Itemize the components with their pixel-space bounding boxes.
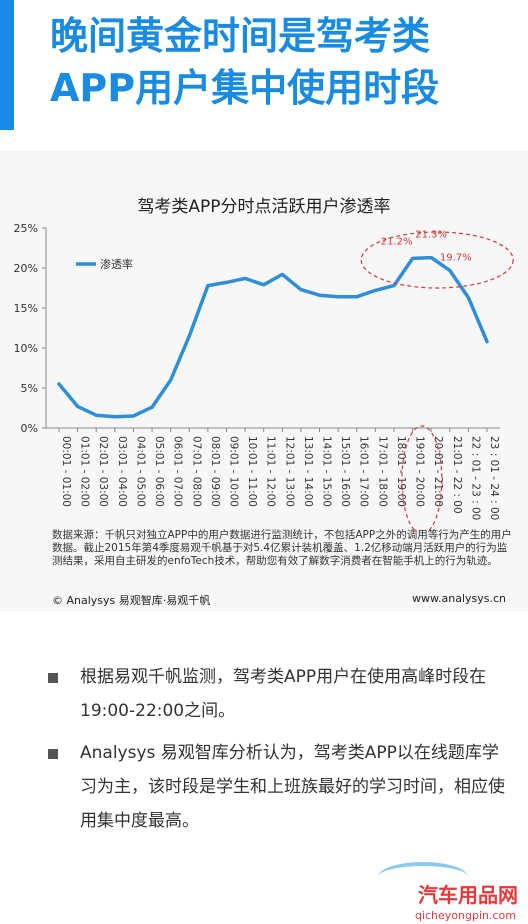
data-point <box>243 276 247 280</box>
x-tick-label: 14:01 - 15:00 <box>321 436 333 507</box>
x-tick-label: 07:01 - 08:00 <box>190 436 202 507</box>
title-accent-bar <box>0 0 14 130</box>
watermark-url: qicheyongpin.com <box>414 909 516 922</box>
x-tick-label: 21:01 - 22 : 00 <box>451 436 463 514</box>
data-point <box>429 256 433 260</box>
peak-highlight-ellipse <box>360 231 514 289</box>
copyright-text: © Analysys 易观智库·易观千帆 <box>52 594 211 607</box>
data-point <box>411 256 415 260</box>
bullet-item: Analysys 易观智库分析认为，驾考类APP以在线题库学习为主，该时段是学生… <box>48 736 508 838</box>
y-tick-label: 15% <box>14 302 38 315</box>
data-point <box>131 414 135 418</box>
x-tick-label: 03:01 - 04:00 <box>116 436 128 507</box>
data-label: 21.3% <box>415 230 447 241</box>
chart-panel <box>0 150 528 612</box>
line-chart: 0% 5% 10% 15% 20% 25% 00:01 - 01:00 01:01 - 02:… <box>14 222 514 530</box>
y-tick-label: 0% <box>21 422 38 435</box>
source-url: www.analysys.cn <box>412 592 506 605</box>
data-point <box>206 284 210 288</box>
x-tick-label: 22 : 01 - 23 : 00 <box>469 436 481 520</box>
x-tick-label: 00:01 - 01:00 <box>60 436 72 507</box>
data-point <box>355 295 359 299</box>
page-title-line-2: APP用户集中使用时段 <box>50 66 440 110</box>
x-tick-label: 09:01 - 10:00 <box>227 436 239 507</box>
legend-label: 渗透率 <box>100 257 133 271</box>
data-point <box>262 283 266 287</box>
data-label: 19.7% <box>440 252 472 263</box>
bullet-text: 根据易观千帆监测，驾考类APP用户在使用高峰时段在19:00-22:00之间。 <box>80 667 487 721</box>
x-tick-label: 11:01 - 12:00 <box>265 436 277 507</box>
x-tick-label: 08:01 - 09:00 <box>209 436 221 507</box>
x-tick-label: 19:01 - 20:00 <box>414 436 426 507</box>
watermark-brand: 汽车用品网 <box>418 883 518 907</box>
x-tick-label: 02:01 - 03:00 <box>97 436 109 507</box>
x-tick-label: 18:01 - 19:00 <box>395 436 407 507</box>
data-point <box>373 288 377 292</box>
x-tick-label: 05:01 - 06:00 <box>153 436 165 507</box>
data-point <box>466 296 470 300</box>
data-point <box>57 382 61 386</box>
y-tick-label: 5% <box>21 382 38 395</box>
bullet-item: 根据易观千帆监测，驾考类APP用户在使用高峰时段在19:00-22:00之间。 <box>48 660 508 728</box>
source-note: 数据来源：千帆只对独立APP中的用户数据进行监测统计，不包括APP之外的调用等行… <box>52 529 512 567</box>
data-point <box>392 284 396 288</box>
x-tick-label: 17:01 - 18:00 <box>376 436 388 507</box>
data-point <box>150 405 154 409</box>
x-tick-label: 06:01 - 07:00 <box>172 436 184 507</box>
x-tick-label: 10:01 - 11:00 <box>246 436 258 507</box>
data-point <box>113 415 117 419</box>
series-line <box>57 255 489 419</box>
y-tick-label: 25% <box>14 222 38 235</box>
data-point <box>280 272 284 276</box>
page-title: 晚间黄金时间是驾考类 APP用户集中使用时段 <box>50 10 520 114</box>
x-tick-label: 04:01 - 05:00 <box>134 436 146 507</box>
data-label: 21.2% <box>381 236 413 247</box>
watermark-swoosh-icon <box>378 862 468 892</box>
y-tick-label: 10% <box>14 342 38 355</box>
data-point <box>448 268 452 272</box>
data-point <box>224 280 228 284</box>
x-tick-label: 15:01 - 16:00 <box>339 436 351 507</box>
bullet-square-icon <box>48 673 58 683</box>
data-point <box>485 340 489 344</box>
data-point <box>76 404 80 408</box>
y-tick-label: 20% <box>14 262 38 275</box>
x-tick-label: 12:01 - 13:00 <box>283 436 295 507</box>
bullet-text: Analysys 易观智库分析认为，驾考类APP以在线题库学习为主，该时段是学生… <box>80 743 505 831</box>
data-point <box>336 295 340 299</box>
x-tick-label: 16:01 - 17:00 <box>358 436 370 507</box>
data-point <box>169 378 173 382</box>
bullet-list: 根据易观千帆监测，驾考类APP用户在使用高峰时段在19:00-22:00之间。 … <box>48 660 508 846</box>
data-point <box>187 334 191 338</box>
x-tick-label: 23 : 01 - 24 : 00 <box>488 436 500 520</box>
x-tick-label: 01:01 - 02:00 <box>79 436 91 507</box>
data-point <box>299 288 303 292</box>
time-highlight-ellipse <box>401 425 443 530</box>
page-title-line-1: 晚间黄金时间是驾考类 <box>50 14 431 58</box>
x-tick-label: 13:01 - 14:00 <box>302 436 314 507</box>
data-point <box>94 413 98 417</box>
bullet-square-icon <box>48 749 58 759</box>
chart-title: 驾考类APP分时点活跃用户渗透率 <box>137 197 391 217</box>
data-point <box>318 293 322 297</box>
